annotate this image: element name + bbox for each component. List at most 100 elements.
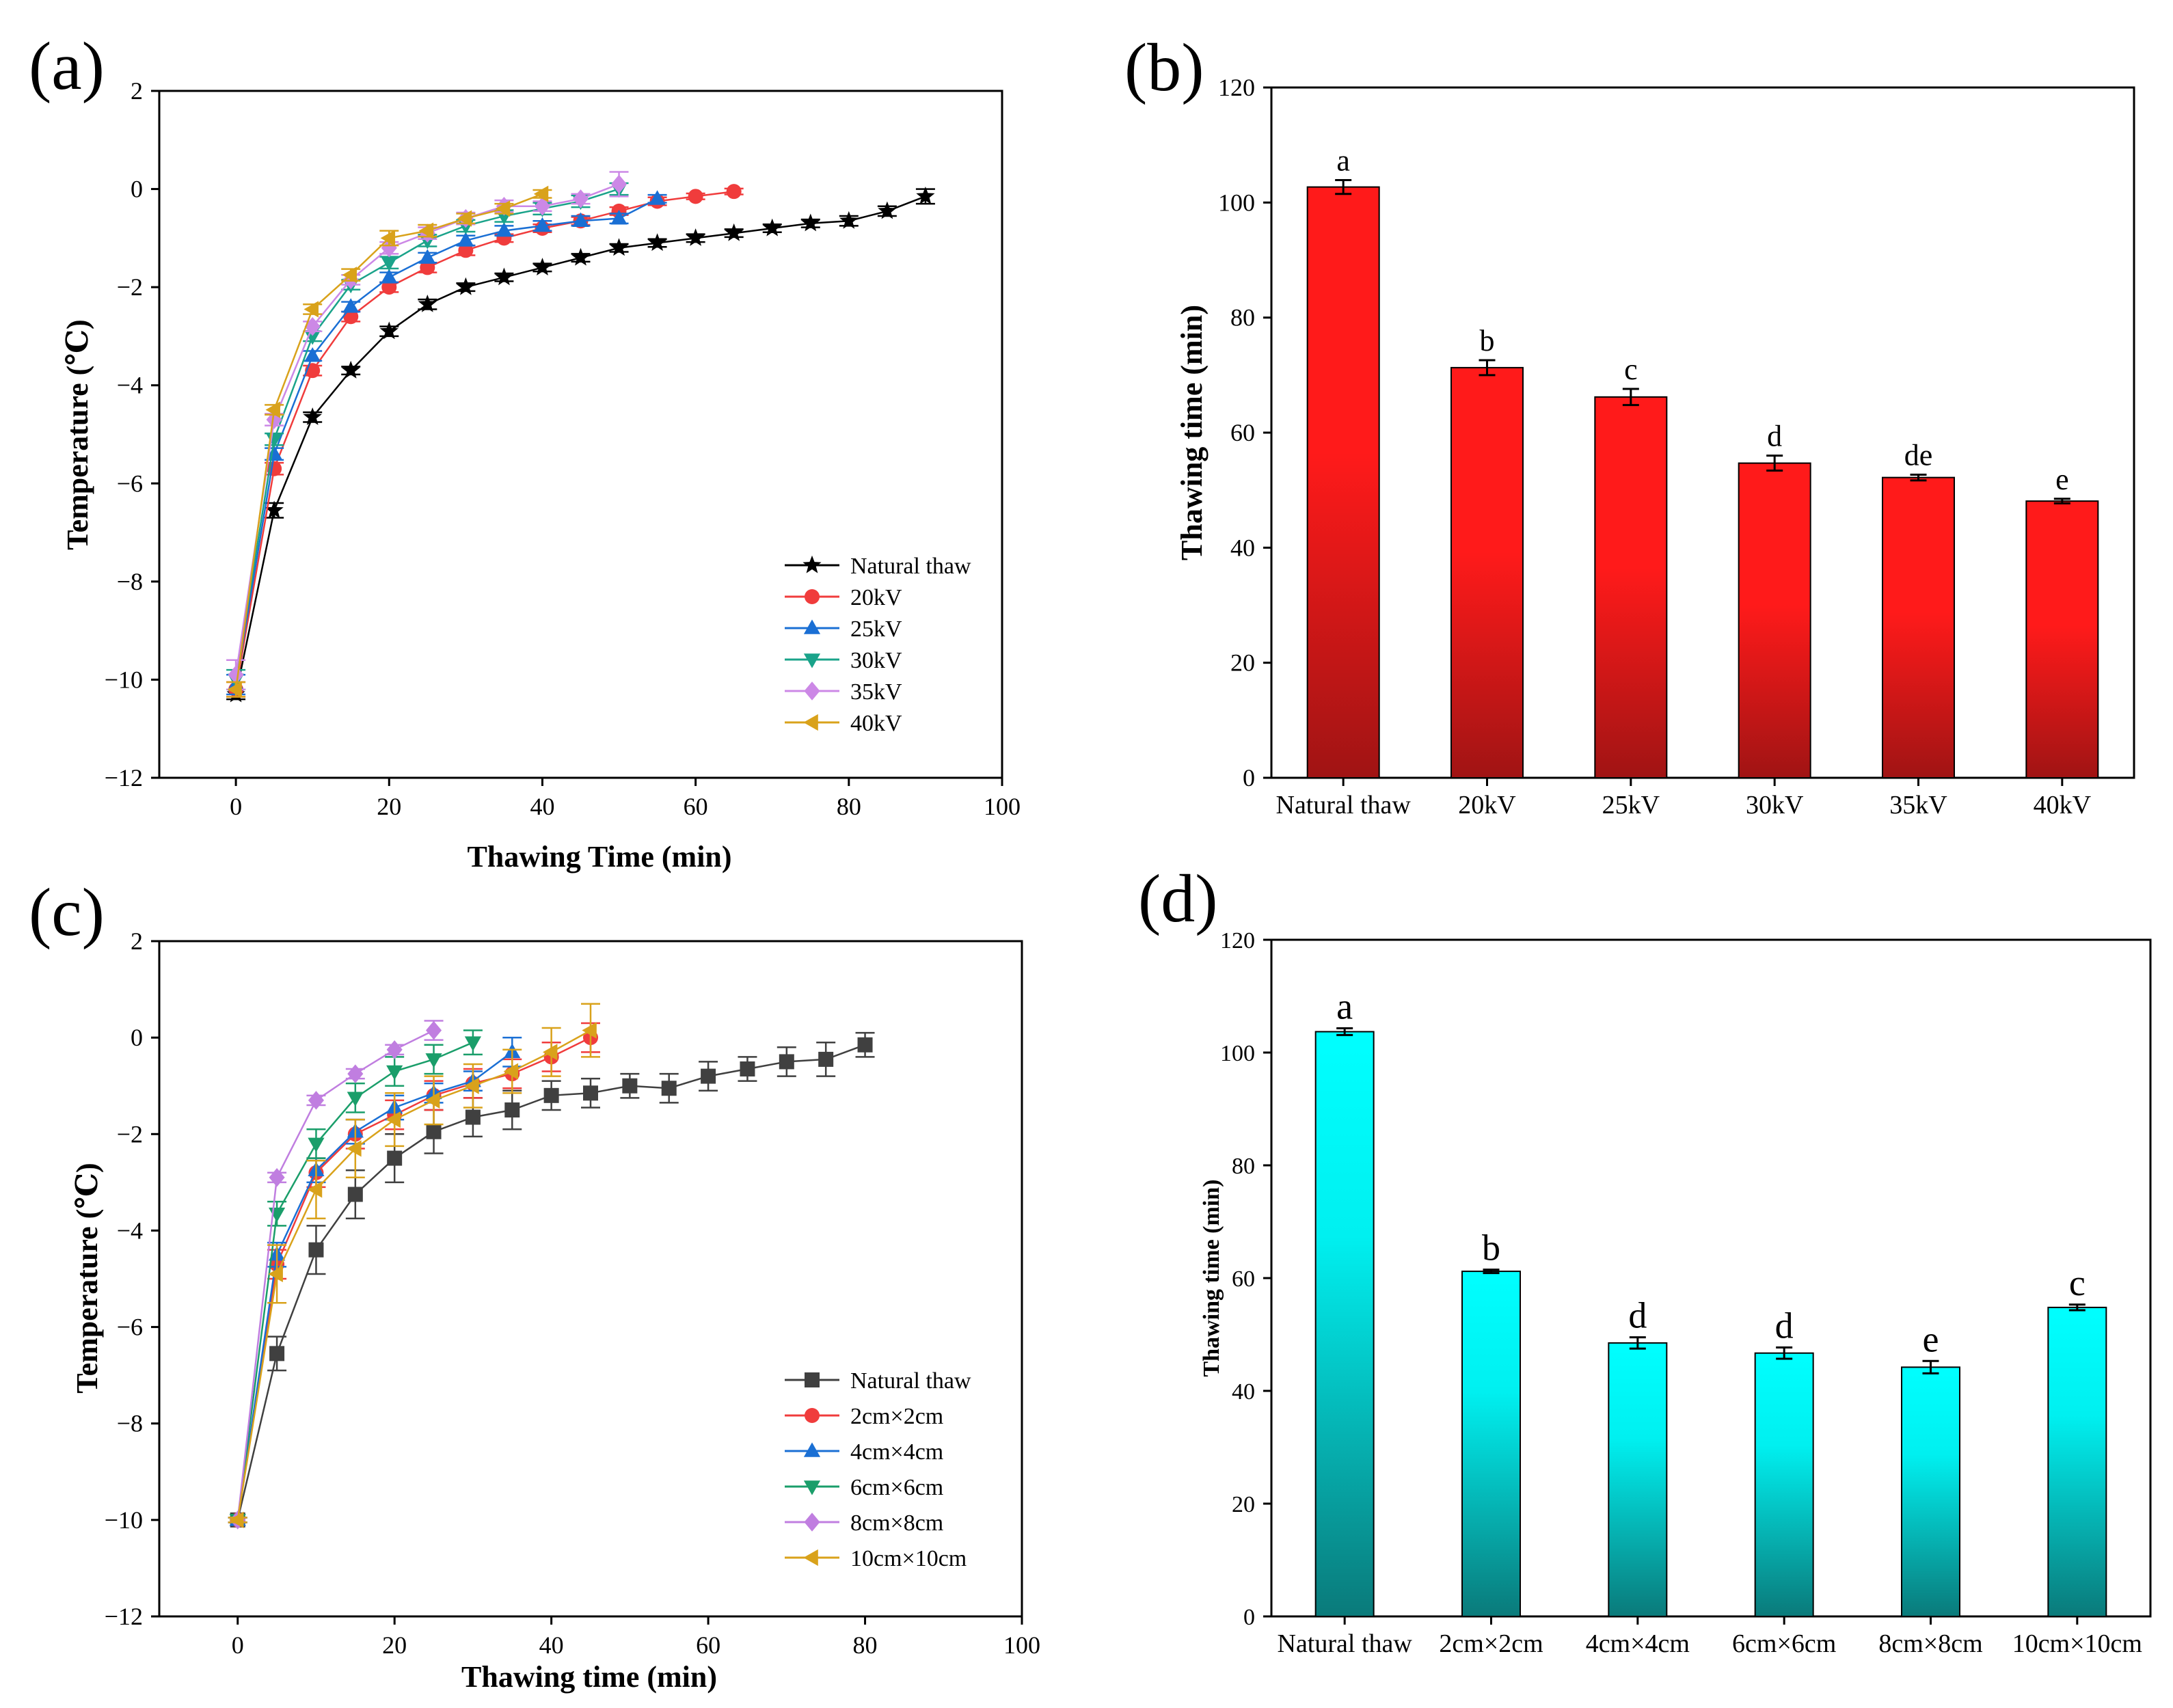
bar (1306, 186, 1380, 778)
panel-a-frame (158, 90, 1003, 779)
data-point (583, 1085, 598, 1101)
data-point (380, 230, 396, 247)
bar (1314, 1031, 1375, 1617)
category-label: 10cm×10cm (2012, 1629, 2142, 1658)
series-line (234, 195, 926, 695)
significance-label: b (1480, 324, 1495, 357)
bar-group: d 4cm×4cm (1586, 1295, 1690, 1658)
data-point (464, 1077, 479, 1094)
data-point (308, 1091, 325, 1110)
legend-label: 4cm×4cm (850, 1439, 943, 1465)
y-tick-label: 20 (1232, 1492, 1255, 1517)
bar-group: d 30kV (1738, 420, 1811, 819)
data-point (465, 1109, 481, 1125)
panel-b-label: (b) (1124, 29, 1204, 105)
data-point (424, 1092, 440, 1109)
data-point (227, 681, 242, 698)
legend-label: 25kV (850, 616, 902, 642)
panel-d-label: (d) (1138, 860, 1218, 936)
data-point (386, 1111, 401, 1128)
bar-group: e 40kV (2025, 463, 2099, 819)
series-10cm-10cm (228, 1003, 600, 1528)
category-label: 25kV (1602, 791, 1660, 819)
category-label: 6cm×6cm (1732, 1629, 1836, 1658)
x-tick-label: 80 (837, 793, 861, 820)
x-tick-label: 100 (984, 793, 1021, 820)
x-tick-label: 20 (382, 1631, 407, 1659)
data-point (308, 1137, 325, 1153)
data-point (688, 189, 703, 204)
y-tick-label: 60 (1232, 1266, 1255, 1292)
y-tick-label: −12 (105, 1603, 143, 1630)
x-tick-label: 100 (1003, 1631, 1040, 1659)
panel-c-label: (c) (29, 874, 105, 950)
legend-label: 8cm×8cm (850, 1510, 943, 1536)
y-tick-label: 120 (1218, 74, 1255, 101)
legend-marker (804, 681, 820, 701)
y-tick-label: 20 (1230, 649, 1255, 677)
category-label: 40kV (2034, 791, 2092, 819)
data-point (661, 1081, 677, 1096)
data-point (726, 184, 742, 200)
data-point (610, 174, 627, 194)
data-point (572, 189, 589, 208)
legend-marker (803, 1480, 821, 1495)
data-point (381, 269, 398, 284)
data-point (464, 1036, 482, 1051)
legend-label: 35kV (850, 679, 902, 705)
category-label: 4cm×4cm (1586, 1629, 1690, 1658)
data-point (504, 1102, 520, 1117)
y-tick-label: 0 (131, 176, 143, 203)
y-tick-label: 80 (1232, 1154, 1255, 1179)
data-point (582, 1022, 597, 1039)
data-point (269, 1168, 285, 1187)
legend-marker (804, 1513, 820, 1532)
legend-label: Natural thaw (850, 554, 971, 579)
legend-marker (803, 714, 818, 731)
x-tick-label: 60 (684, 793, 708, 820)
panel-b: (b) Thawing time (min) 0 20 40 60 80 100 120 a… (1124, 29, 2135, 819)
panel-a-label: (a) (29, 28, 105, 104)
significance-label: c (1624, 353, 1638, 386)
legend-marker (802, 555, 822, 573)
category-label: Natural thaw (1278, 1629, 1413, 1658)
significance-label: b (1482, 1228, 1500, 1269)
y-tick-label: −12 (105, 764, 143, 791)
series-line (237, 1051, 513, 1521)
legend-label: 10cm×10cm (850, 1546, 967, 1571)
bar (1594, 396, 1668, 778)
data-point (763, 218, 782, 236)
data-point (425, 1020, 442, 1040)
data-point (228, 665, 244, 684)
data-point (268, 1207, 286, 1223)
category-label: 30kV (1746, 791, 1804, 819)
data-point (347, 1187, 363, 1202)
bar (1450, 366, 1524, 778)
data-point (740, 1061, 755, 1077)
y-tick-label: −6 (117, 1314, 143, 1341)
data-point (609, 238, 629, 256)
data-point (268, 1265, 283, 1283)
series-6cm-6cm (228, 1029, 483, 1529)
data-point (379, 321, 399, 340)
data-point (304, 316, 321, 336)
y-tick-label: 80 (1230, 304, 1255, 331)
legend-marker (803, 619, 821, 634)
category-label: 20kV (1458, 791, 1516, 819)
y-tick-label: 2 (131, 927, 143, 955)
series-40kv (226, 185, 552, 698)
significance-label: d (1628, 1295, 1647, 1336)
panel-a-xlabel: Thawing Time (min) (467, 840, 731, 873)
legend-label: 6cm×6cm (850, 1475, 943, 1500)
bar-group: b 20kV (1450, 324, 1524, 819)
bar-group: b 2cm×2cm (1439, 1228, 1543, 1658)
x-tick-label: 0 (232, 1631, 244, 1659)
y-tick-label: 0 (131, 1024, 143, 1051)
legend-marker (805, 1372, 820, 1387)
significance-label: a (1336, 986, 1353, 1027)
significance-label: e (1923, 1318, 1939, 1359)
data-point (818, 1051, 834, 1067)
data-point (303, 301, 319, 318)
data-point (878, 201, 897, 219)
data-point (418, 222, 434, 239)
